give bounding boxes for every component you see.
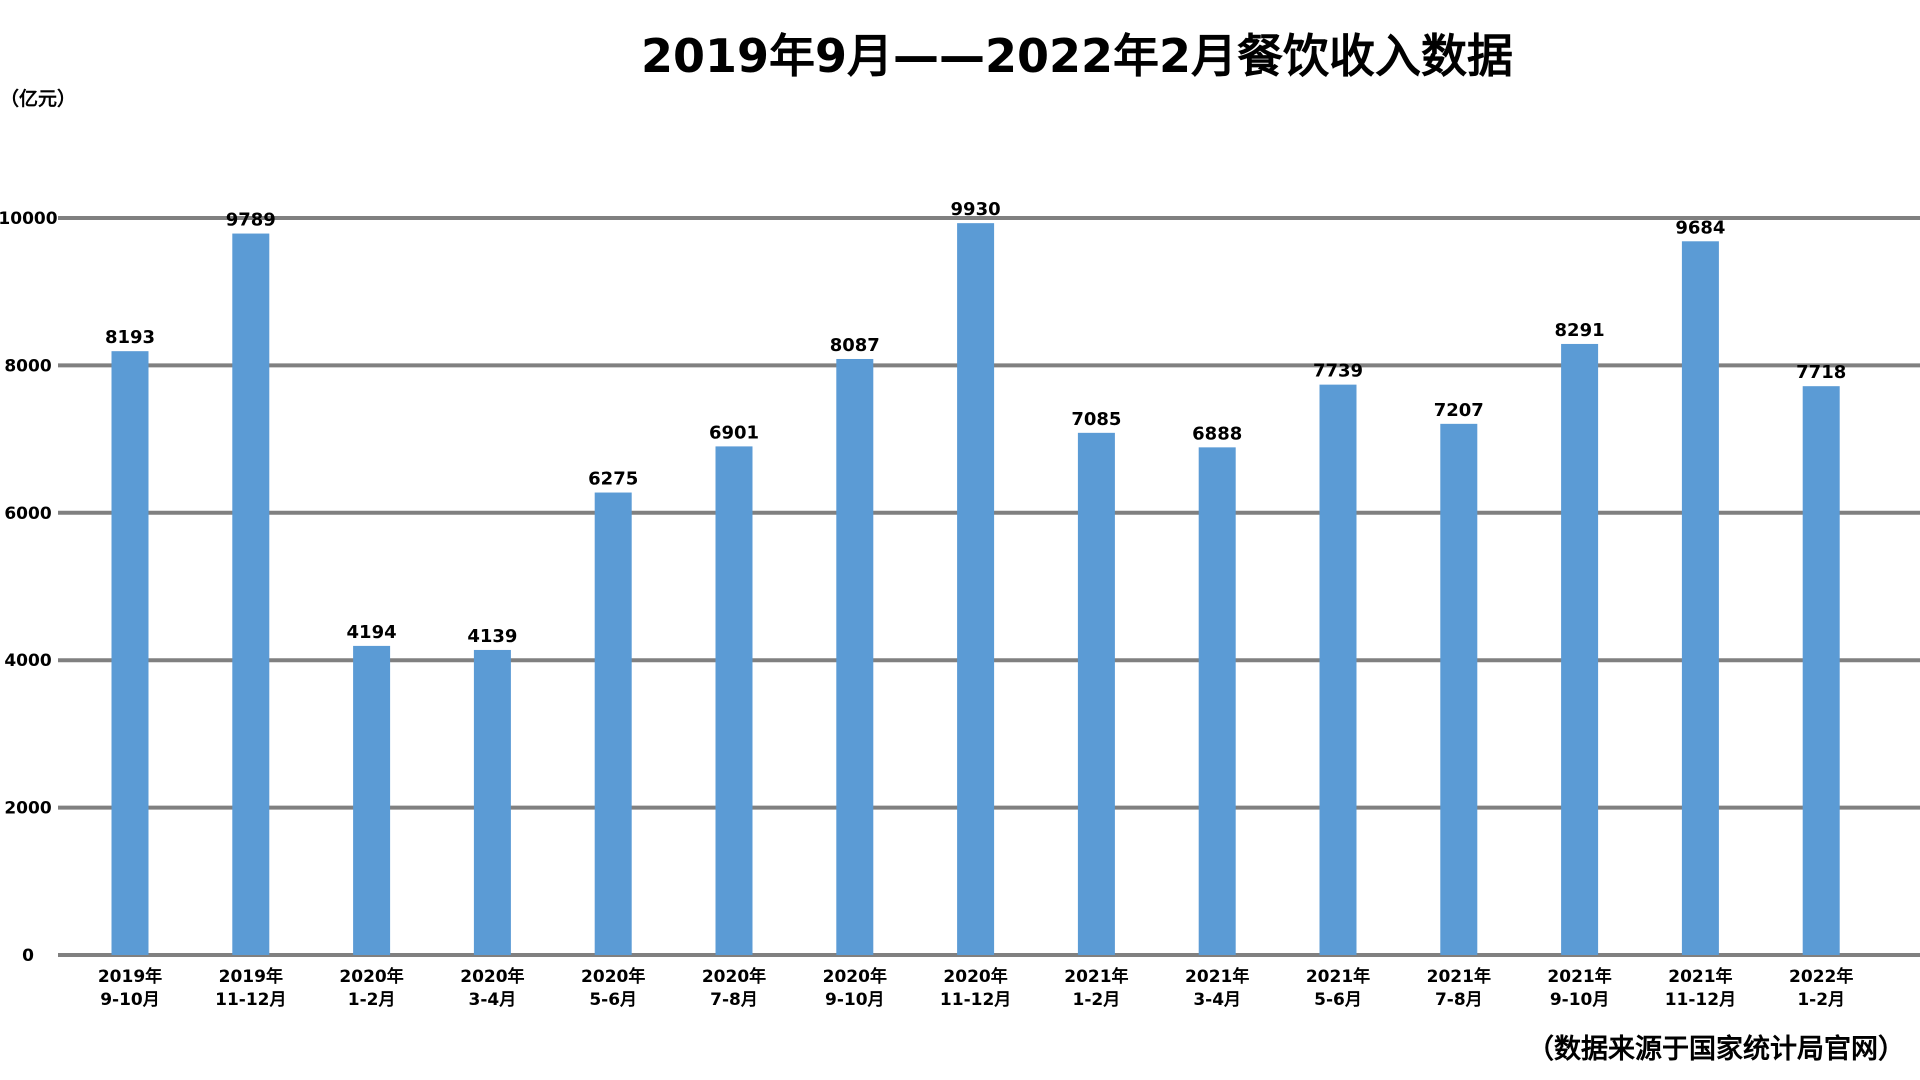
bar	[353, 645, 391, 955]
x-tick-year: 2020年	[943, 966, 1007, 987]
x-tick-year: 2019年	[98, 966, 162, 987]
x-tick-months: 11-12月	[1665, 990, 1736, 1010]
x-axis-ticks: 2019年9-10月2019年11-12月2020年1-2月2020年3-4月2…	[98, 966, 1854, 1010]
y-tick-label: 8000	[4, 356, 51, 376]
x-tick-months: 3-4月	[469, 990, 517, 1010]
x-tick-months: 11-12月	[215, 990, 286, 1010]
data-label: 7739	[1313, 361, 1363, 382]
data-labels: 8193 9789 4194 4139 6275 6901 8087 9930 7085 6888…	[105, 199, 1846, 647]
x-tick-months: 3-4月	[1193, 990, 1241, 1010]
bars	[111, 223, 1840, 956]
x-tick-months: 1-2月	[348, 990, 396, 1010]
x-tick-year: 2021年	[1064, 966, 1128, 987]
data-label: 6888	[1192, 423, 1242, 444]
y-tick-label: 2000	[4, 799, 51, 819]
bar	[1319, 384, 1357, 955]
x-tick-label: 2020年 11-12月	[940, 966, 1011, 1010]
bar	[1440, 423, 1478, 955]
data-label: 6275	[588, 469, 638, 490]
data-label: 9684	[1675, 217, 1725, 238]
y-tick-label: 0	[22, 946, 34, 966]
bar	[1198, 447, 1236, 955]
x-tick-label: 2021年 3-4月	[1185, 966, 1249, 1010]
data-label: 7718	[1796, 362, 1846, 383]
x-tick-label: 2021年 9-10月	[1547, 966, 1611, 1010]
x-tick-year: 2021年	[1306, 966, 1370, 987]
data-label: 6901	[709, 422, 759, 443]
x-tick-label: 2019年 9-10月	[98, 966, 162, 1010]
bar	[1561, 343, 1599, 955]
x-tick-label: 2020年 7-8月	[702, 966, 766, 1010]
x-tick-label: 2021年 1-2月	[1064, 966, 1128, 1010]
bar	[473, 649, 511, 955]
data-label: 9789	[226, 210, 276, 231]
x-tick-months: 7-8月	[1435, 990, 1483, 1010]
x-tick-label: 2020年 1-2月	[339, 966, 403, 1010]
x-tick-year: 2020年	[823, 966, 887, 987]
x-tick-label: 2020年 9-10月	[823, 966, 887, 1010]
x-tick-label: 2019年 11-12月	[215, 966, 286, 1010]
x-tick-months: 1-2月	[1797, 990, 1845, 1010]
chart-title: 2019年9月——2022年2月餐饮收入数据	[641, 29, 1513, 83]
x-tick-months: 7-8月	[710, 990, 758, 1010]
x-tick-months: 1-2月	[1073, 990, 1121, 1010]
source-note: （数据来源于国家统计局官网）	[1527, 1033, 1905, 1065]
bar	[1077, 432, 1115, 955]
x-tick-months: 9-10月	[825, 990, 885, 1010]
bar	[1681, 241, 1719, 956]
y-tick-label: 4000	[4, 651, 51, 671]
y-tick-label: 10000	[0, 209, 58, 229]
data-label: 9930	[951, 199, 1001, 220]
x-tick-year: 2021年	[1547, 966, 1611, 987]
y-axis-unit-label: （亿元）	[0, 87, 76, 110]
x-tick-months: 5-6月	[589, 990, 637, 1010]
x-tick-months: 5-6月	[1314, 990, 1362, 1010]
x-tick-label: 2021年 7-8月	[1427, 966, 1491, 1010]
bar	[715, 446, 753, 955]
data-label: 8087	[830, 335, 880, 356]
x-tick-months: 9-10月	[1550, 990, 1610, 1010]
data-label: 8291	[1555, 320, 1605, 341]
data-label: 4139	[467, 626, 517, 647]
x-tick-year: 2021年	[1668, 966, 1732, 987]
x-tick-label: 2021年 5-6月	[1306, 966, 1370, 1010]
x-tick-year: 2021年	[1427, 966, 1491, 987]
data-label: 7085	[1071, 409, 1121, 430]
x-tick-year: 2020年	[581, 966, 645, 987]
data-label: 7207	[1434, 400, 1484, 421]
x-tick-label: 2022年 1-2月	[1789, 966, 1853, 1010]
x-tick-label: 2020年 3-4月	[460, 966, 524, 1010]
x-tick-year: 2020年	[339, 966, 403, 987]
bar	[836, 358, 874, 955]
x-tick-months: 11-12月	[940, 990, 1011, 1010]
y-tick-label: 6000	[4, 504, 51, 524]
x-tick-year: 2020年	[460, 966, 524, 987]
x-tick-year: 2021年	[1185, 966, 1249, 987]
x-tick-year: 2022年	[1789, 966, 1853, 987]
bar	[594, 492, 632, 955]
x-tick-months: 9-10月	[100, 990, 160, 1010]
bar	[232, 233, 270, 955]
x-tick-year: 2020年	[702, 966, 766, 987]
bar	[1802, 386, 1840, 955]
bar	[111, 351, 149, 955]
bar	[957, 223, 995, 955]
data-label: 8193	[105, 327, 155, 348]
x-tick-label: 2020年 5-6月	[581, 966, 645, 1010]
x-tick-year: 2019年	[219, 966, 283, 987]
y-axis-ticks: 0 2000 4000 6000 8000 10000	[0, 209, 58, 966]
x-tick-label: 2021年 11-12月	[1665, 966, 1736, 1010]
data-label: 4194	[347, 622, 397, 643]
